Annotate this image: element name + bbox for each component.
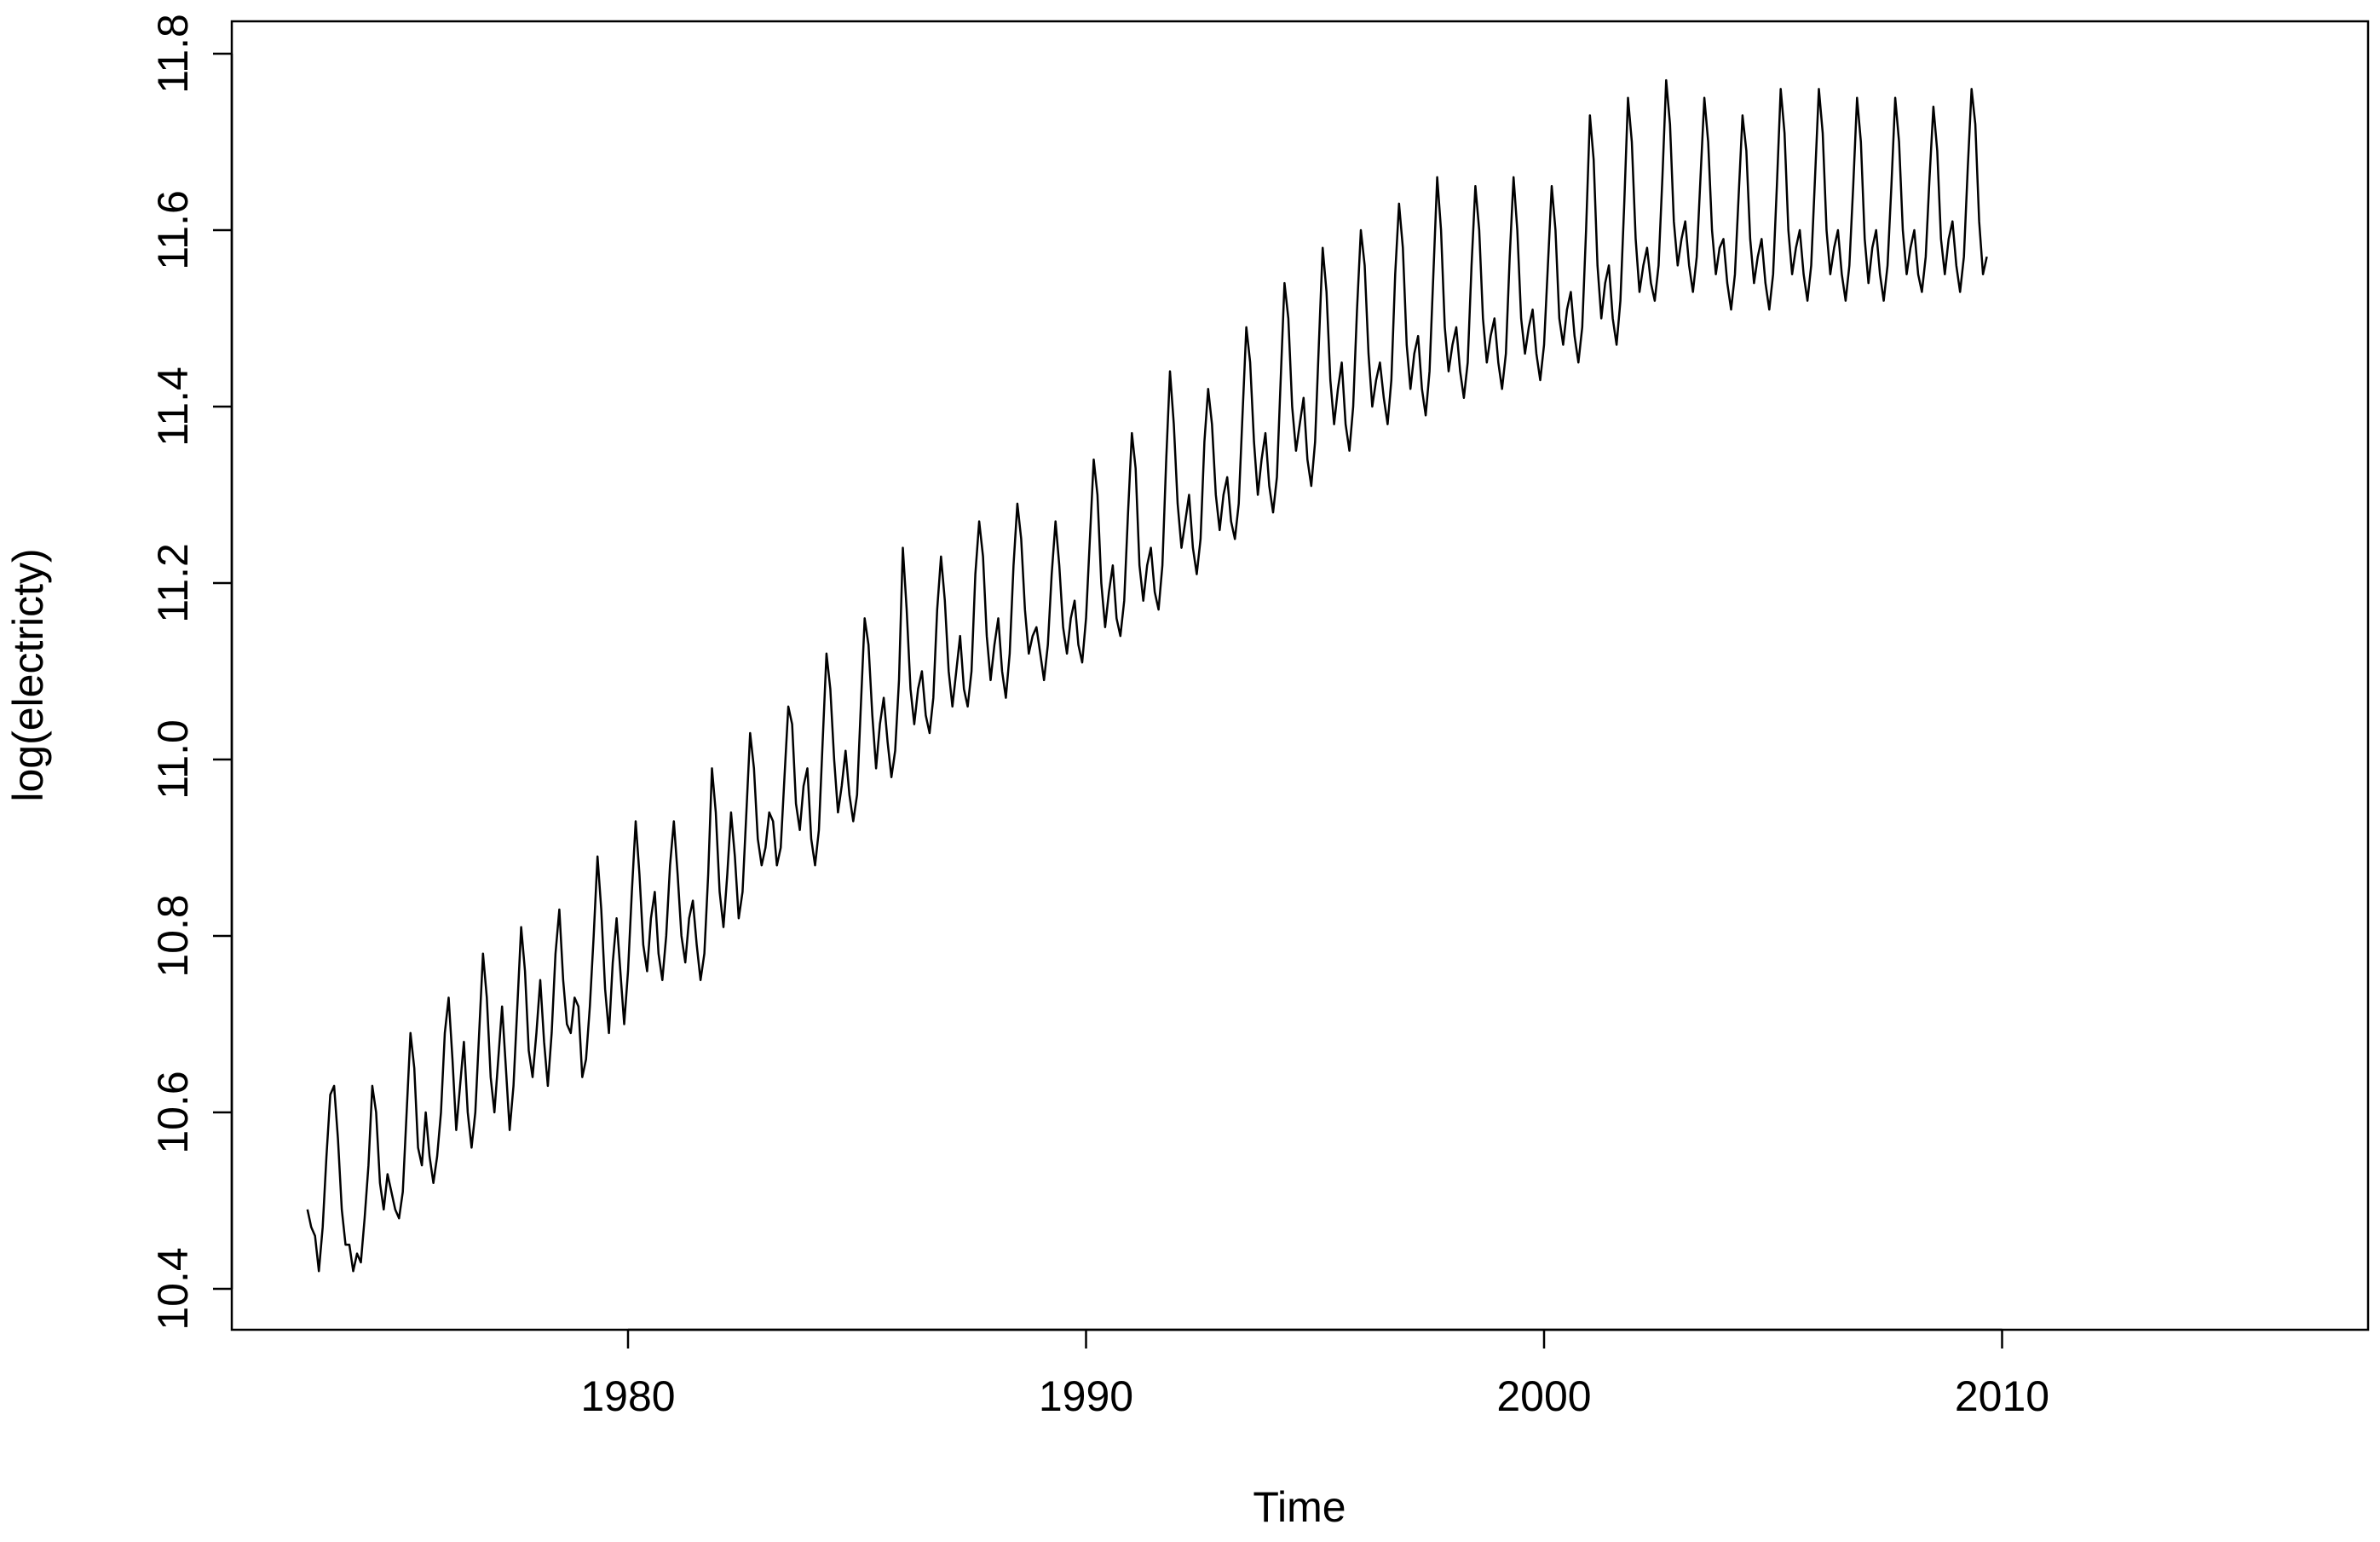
x-tick-label: 1980	[580, 1372, 675, 1420]
series-line-log-electricity	[306, 78, 1988, 1273]
x-axis-label: Time	[1253, 1483, 1346, 1531]
plot-frame	[230, 20, 2370, 1331]
x-tick-label: 2010	[1955, 1372, 2049, 1420]
x-axis: 1980 1990 2000 2010	[580, 1328, 2049, 1420]
y-tick-label: 10.4	[149, 1247, 197, 1330]
y-tick-label: 10.8	[149, 894, 197, 977]
x-tick-label: 2000	[1496, 1372, 1591, 1420]
y-tick-label: 11.8	[149, 14, 197, 94]
y-tick-label: 11.2	[149, 543, 197, 623]
y-tick-label: 11.6	[149, 190, 197, 270]
x-tick-label: 1990	[1039, 1372, 1133, 1420]
y-axis: 10.4 10.6 10.8 11.0 11.2 11.4 11.6 11.8	[149, 14, 233, 1331]
y-tick-label: 10.6	[149, 1071, 197, 1153]
y-tick-label: 11.0	[149, 719, 197, 800]
y-tick-label: 11.4	[149, 367, 197, 447]
y-axis-label: log(electricty)	[4, 548, 52, 801]
